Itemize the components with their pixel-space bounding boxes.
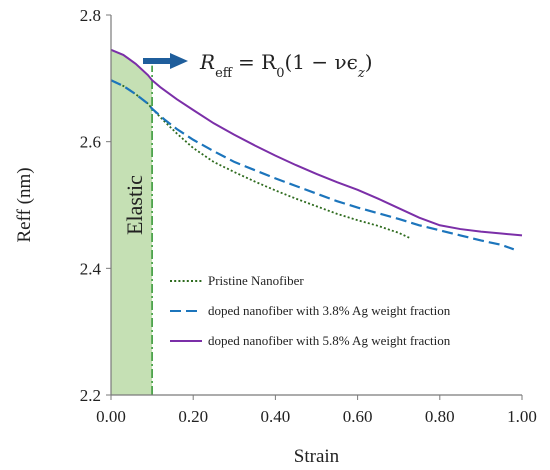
- legend-label-3: doped nanofiber with 5.8% Ag weight frac…: [208, 333, 451, 348]
- x-tick-label: 0.00: [96, 407, 126, 426]
- series-line-1: [110, 79, 412, 240]
- y-tick-label: 2.8: [80, 6, 101, 25]
- y-tick-label: 2.2: [80, 386, 101, 405]
- equation-annotation: Reff = R0(1 − νϵz): [143, 50, 373, 81]
- reff-equation: Reff = R0(1 − νϵz): [199, 50, 373, 81]
- x-tick-label: 1.00: [507, 407, 537, 426]
- legend: Pristine Nanofiber doped nanofiber with 3…: [170, 273, 451, 348]
- y-tick-label: 2.6: [80, 133, 101, 152]
- elastic-label: Elastic: [122, 175, 147, 235]
- series-layer: [110, 48, 523, 251]
- x-axis-label: Strain: [294, 446, 340, 467]
- arrow-shaft: [143, 58, 171, 64]
- legend-label-1: Pristine Nanofiber: [208, 273, 304, 288]
- x-tick-label: 0.80: [425, 407, 455, 426]
- arrow-head: [170, 53, 188, 69]
- x-tick-label: 0.60: [343, 407, 373, 426]
- y-axis-label: Reff (nm): [14, 167, 35, 242]
- legend-label-2: doped nanofiber with 3.8% Ag weight frac…: [208, 303, 451, 318]
- series-line-2: [110, 79, 515, 251]
- y-tick-label: 2.4: [80, 259, 102, 278]
- tick-labels: 0.00 0.20 0.40 0.60 0.80 1.00 2.2 2.4 2.6 2.8: [80, 6, 537, 426]
- axes: [110, 15, 522, 396]
- series-line-3: [110, 48, 523, 237]
- elastic-fill: [111, 49, 153, 395]
- x-tick-label: 0.20: [178, 407, 208, 426]
- elastic-region: [111, 49, 153, 395]
- x-tick-label: 0.40: [261, 407, 291, 426]
- arrow-icon: [143, 53, 188, 69]
